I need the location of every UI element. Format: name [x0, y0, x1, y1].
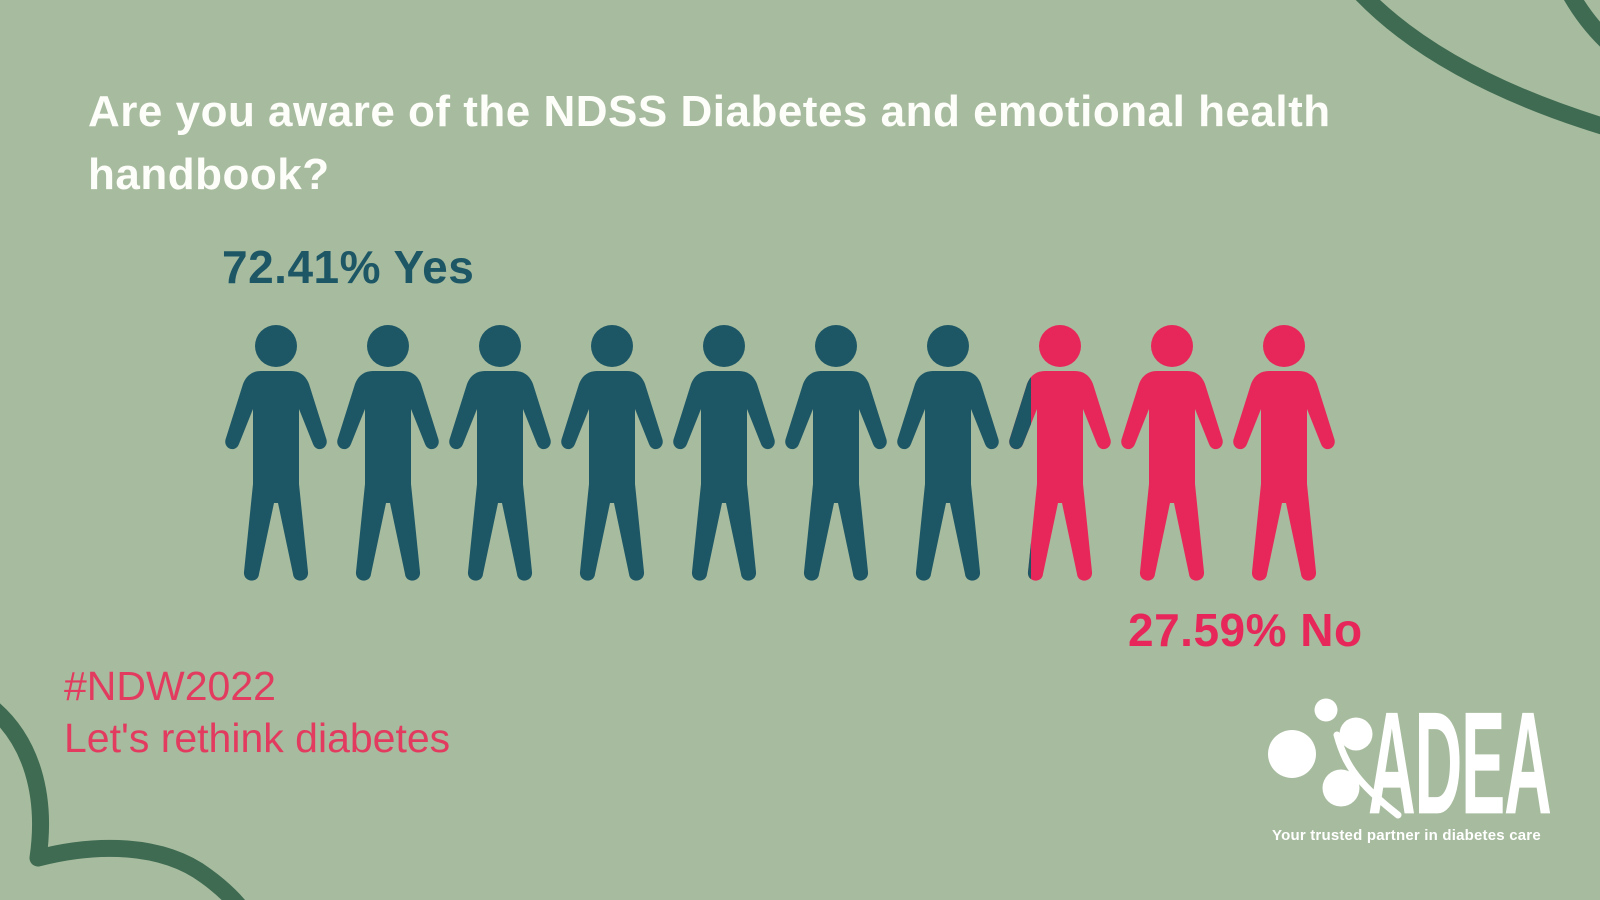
campaign-hashtag: #NDW2022: [64, 663, 276, 709]
person-icon: [892, 318, 1004, 590]
adea-tagline: Your trusted partner in diabetes care: [1272, 827, 1541, 844]
adea-logo: ADEA Your trusted partner in diabetes ca…: [1240, 685, 1560, 860]
adea-logo-circles-icon: [1268, 698, 1402, 819]
leaf-curve-top-right-short: [1563, 0, 1600, 47]
adea-wordmark: ADEA: [1368, 682, 1552, 846]
person-icon: [1228, 318, 1340, 590]
person-icon: [556, 318, 668, 590]
campaign-slogan: Let's rethink diabetes: [64, 715, 451, 761]
question-title: Are you aware of the NDSS Diabetes and e…: [88, 87, 1331, 199]
pictograph: [220, 318, 1345, 590]
campaign-text: #NDW2022 Let's rethink diabetes: [64, 660, 450, 764]
person-icon: [780, 318, 892, 590]
person-icon: [1116, 318, 1228, 590]
person-icon: [444, 318, 556, 590]
person-icon: [220, 318, 332, 590]
no-percentage-label: 27.59% No: [1128, 604, 1363, 656]
person-icon: [1004, 318, 1116, 590]
person-icon: [332, 318, 444, 590]
person-icon: [668, 318, 780, 590]
yes-percentage-label: 72.41% Yes: [222, 241, 475, 293]
